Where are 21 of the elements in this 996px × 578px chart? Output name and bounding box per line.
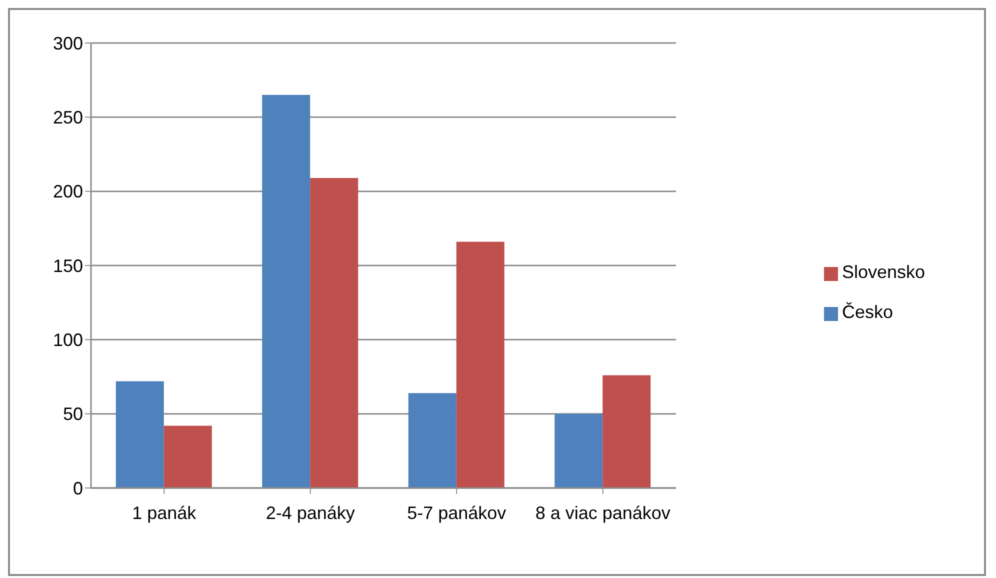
x-tick-label: 2-4 panáky bbox=[266, 502, 355, 523]
bar bbox=[456, 242, 504, 488]
x-tick-label: 8 a viac panákov bbox=[535, 502, 670, 523]
y-tick-label: 100 bbox=[52, 330, 83, 350]
y-tick-label: 0 bbox=[72, 478, 83, 498]
x-tick-label: 1 panák bbox=[132, 502, 198, 523]
y-tick-label: 300 bbox=[52, 33, 83, 54]
bar bbox=[310, 178, 358, 488]
bar bbox=[262, 94, 310, 488]
y-tick-label: 200 bbox=[52, 182, 83, 202]
bar bbox=[408, 393, 456, 488]
legend-label: Slovensko bbox=[842, 262, 926, 282]
bar bbox=[164, 426, 212, 488]
bar bbox=[116, 381, 164, 488]
y-tick-label: 150 bbox=[52, 256, 83, 276]
y-tick-label: 250 bbox=[52, 108, 83, 128]
x-tick-label: 5-7 panákov bbox=[407, 502, 506, 523]
y-tick-label: 50 bbox=[62, 404, 83, 424]
bar bbox=[602, 375, 651, 488]
bar bbox=[554, 414, 603, 488]
legend-label: Česko bbox=[842, 302, 894, 322]
